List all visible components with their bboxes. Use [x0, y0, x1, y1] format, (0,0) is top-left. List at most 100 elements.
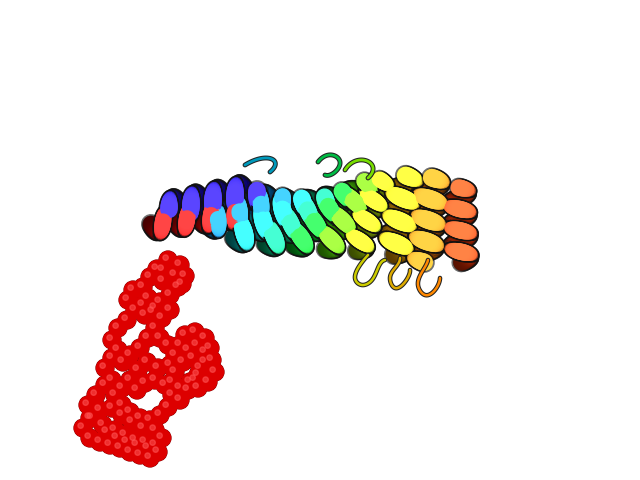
Circle shape	[165, 290, 170, 295]
Circle shape	[166, 363, 184, 381]
Circle shape	[200, 347, 205, 352]
Circle shape	[146, 421, 164, 439]
Circle shape	[159, 252, 177, 268]
Circle shape	[126, 301, 144, 319]
Circle shape	[150, 440, 156, 445]
Circle shape	[160, 380, 165, 385]
Circle shape	[100, 380, 106, 385]
Circle shape	[163, 373, 181, 391]
Circle shape	[142, 357, 147, 362]
Circle shape	[109, 430, 125, 446]
Circle shape	[180, 271, 186, 276]
Circle shape	[102, 427, 108, 432]
Circle shape	[132, 440, 138, 445]
Circle shape	[124, 281, 142, 299]
Circle shape	[109, 319, 127, 337]
Circle shape	[152, 264, 157, 269]
Circle shape	[121, 403, 139, 421]
Circle shape	[134, 419, 152, 437]
Circle shape	[134, 297, 152, 313]
Circle shape	[134, 278, 152, 296]
Circle shape	[110, 425, 115, 431]
Circle shape	[122, 404, 138, 420]
Circle shape	[150, 425, 156, 431]
Circle shape	[141, 268, 159, 286]
Circle shape	[203, 351, 221, 369]
Circle shape	[148, 261, 166, 277]
Circle shape	[150, 323, 156, 328]
Circle shape	[125, 281, 141, 299]
Circle shape	[170, 350, 175, 355]
Circle shape	[155, 410, 161, 415]
Circle shape	[116, 427, 134, 444]
Circle shape	[190, 327, 195, 332]
Circle shape	[118, 433, 136, 451]
Circle shape	[191, 359, 209, 377]
Circle shape	[92, 401, 109, 419]
Circle shape	[186, 371, 204, 389]
Circle shape	[159, 336, 177, 354]
Circle shape	[133, 365, 138, 371]
Circle shape	[129, 436, 145, 454]
Circle shape	[196, 353, 214, 371]
Circle shape	[163, 255, 168, 260]
Circle shape	[145, 303, 161, 321]
Circle shape	[149, 359, 167, 377]
Circle shape	[161, 286, 179, 304]
Circle shape	[171, 336, 189, 354]
Circle shape	[139, 439, 157, 457]
Circle shape	[122, 347, 138, 363]
Circle shape	[157, 313, 163, 318]
Circle shape	[140, 329, 157, 347]
Circle shape	[126, 431, 144, 449]
Circle shape	[79, 396, 97, 414]
Circle shape	[147, 372, 163, 388]
Circle shape	[128, 285, 133, 290]
Circle shape	[104, 332, 120, 348]
Circle shape	[186, 372, 204, 388]
Circle shape	[200, 333, 205, 338]
Circle shape	[161, 301, 179, 319]
Circle shape	[81, 430, 99, 446]
Circle shape	[120, 430, 125, 435]
Circle shape	[96, 359, 114, 377]
Circle shape	[117, 400, 122, 405]
Circle shape	[157, 376, 173, 394]
Circle shape	[118, 311, 136, 329]
Circle shape	[129, 382, 145, 398]
Circle shape	[120, 291, 136, 309]
Circle shape	[163, 386, 180, 404]
Circle shape	[190, 375, 195, 380]
Circle shape	[140, 310, 145, 315]
Circle shape	[91, 401, 109, 419]
Circle shape	[153, 309, 171, 327]
Circle shape	[206, 363, 224, 381]
Circle shape	[188, 353, 193, 359]
Circle shape	[92, 433, 109, 451]
Circle shape	[159, 398, 177, 416]
Circle shape	[91, 390, 97, 396]
Circle shape	[138, 300, 143, 305]
Circle shape	[119, 291, 137, 309]
Circle shape	[141, 449, 159, 467]
Circle shape	[179, 341, 196, 359]
Circle shape	[81, 409, 99, 427]
Circle shape	[207, 363, 223, 381]
Circle shape	[150, 303, 156, 308]
Circle shape	[189, 366, 207, 384]
Circle shape	[110, 390, 115, 396]
Circle shape	[115, 443, 120, 448]
Circle shape	[99, 423, 115, 441]
Circle shape	[199, 373, 217, 391]
Circle shape	[131, 446, 149, 464]
Circle shape	[136, 433, 154, 451]
Circle shape	[106, 386, 124, 404]
Circle shape	[106, 386, 124, 404]
Circle shape	[166, 266, 184, 284]
Circle shape	[106, 421, 124, 439]
Circle shape	[145, 415, 150, 420]
Circle shape	[143, 333, 148, 338]
Circle shape	[155, 333, 161, 338]
Circle shape	[146, 371, 164, 389]
Circle shape	[161, 356, 179, 374]
